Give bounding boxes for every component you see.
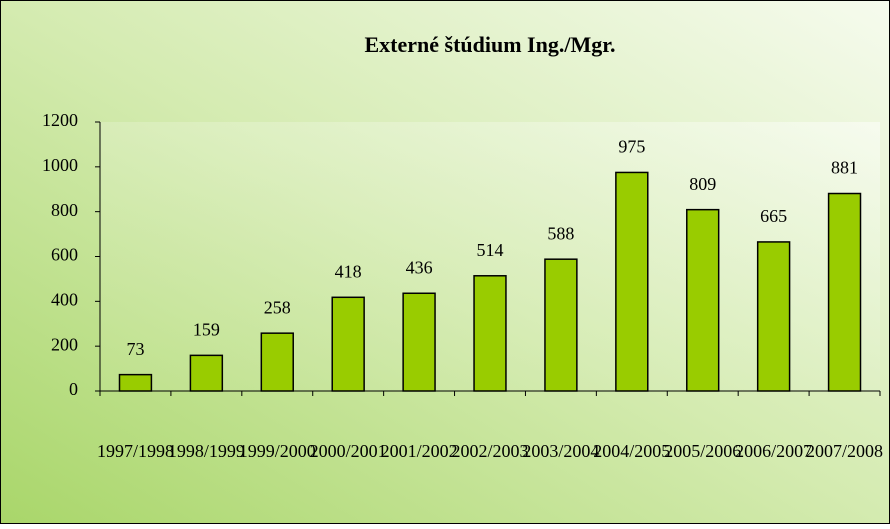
bar: [118, 373, 153, 392]
value-label: 809: [689, 174, 716, 194]
chart-title: Externé štúdium Ing./Mgr.: [365, 32, 616, 57]
x-tick-label: 2006/2007: [735, 441, 812, 461]
bar: [615, 171, 649, 392]
value-label: 418: [335, 261, 362, 281]
x-tick-label: 2000/2001: [310, 441, 387, 461]
value-label: 159: [193, 319, 220, 339]
bar: [331, 296, 365, 392]
x-tick-label: 1999/2000: [239, 441, 316, 461]
x-tick-label: 2001/2002: [381, 441, 458, 461]
bar: [189, 354, 224, 392]
y-tick-label: 0: [69, 379, 78, 399]
value-label: 881: [831, 158, 858, 178]
bar: [260, 332, 294, 392]
bar: [756, 241, 791, 392]
bar: [402, 292, 436, 392]
x-tick-label: 2003/2004: [522, 441, 599, 461]
x-tick-label: 1997/1998: [97, 441, 174, 461]
x-tick-label: 2007/2008: [806, 441, 883, 461]
value-label: 665: [760, 206, 787, 226]
value-label: 514: [477, 240, 504, 260]
y-tick-label: 1000: [42, 155, 78, 175]
x-tick-label: 1998/1999: [168, 441, 245, 461]
y-tick-label: 200: [51, 334, 78, 354]
y-tick-label: 1200: [42, 110, 78, 130]
x-tick-label: 2005/2006: [664, 441, 741, 461]
x-tick-label: 2004/2005: [593, 441, 670, 461]
x-tick-label: 2002/2003: [451, 441, 528, 461]
value-label: 258: [264, 297, 291, 317]
y-tick-label: 400: [51, 289, 78, 309]
y-tick-label: 800: [51, 200, 78, 220]
value-label: 436: [406, 257, 433, 277]
bar: [686, 208, 720, 392]
bar: [827, 192, 862, 392]
value-label: 975: [618, 137, 645, 157]
bar: [544, 258, 578, 392]
y-tick-label: 600: [51, 245, 78, 265]
value-label: 588: [547, 223, 574, 243]
bar: [473, 275, 507, 392]
value-label: 73: [126, 339, 144, 359]
